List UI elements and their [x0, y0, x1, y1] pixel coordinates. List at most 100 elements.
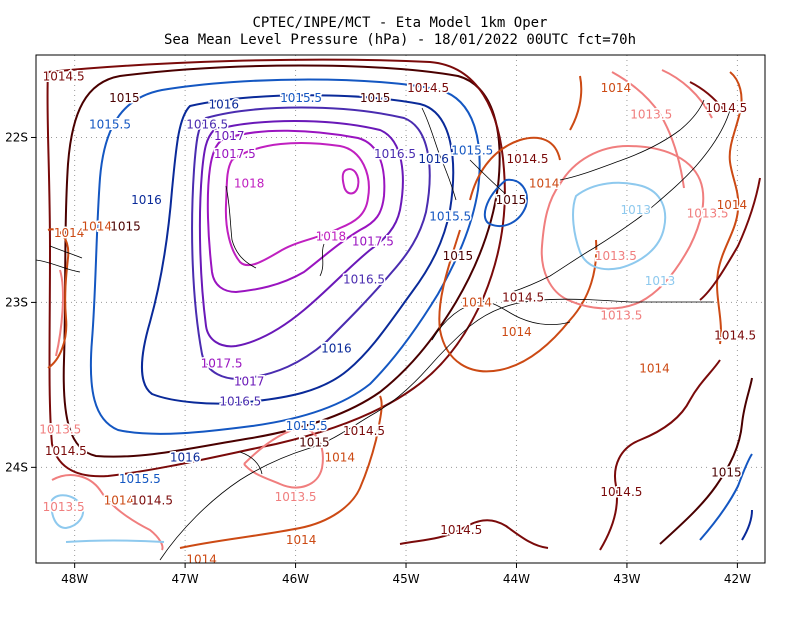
- contour-line-1014: [469, 136, 561, 201]
- contour-line-1013: [65, 539, 165, 543]
- y-tick-label: 24S: [5, 460, 28, 474]
- contour-line-1017: [198, 120, 404, 348]
- contour-line-1015: [62, 64, 501, 458]
- contour-label: 1015: [299, 436, 330, 450]
- contour-label: 1015.5: [119, 472, 161, 486]
- contour-label: 1013.5: [687, 206, 729, 220]
- contour-label: 1014: [324, 450, 355, 464]
- plot-frame: [35, 54, 766, 564]
- contour-label: 1014.5: [407, 81, 449, 95]
- y-tick-label: 23S: [5, 295, 28, 309]
- contour-label: 1015.5: [429, 210, 471, 224]
- coastline-segment: [49, 245, 83, 259]
- coastline: [35, 99, 731, 561]
- coastline-segment: [421, 107, 457, 201]
- x-tick-label: 47W: [172, 572, 199, 586]
- contour-label: 1014: [501, 325, 532, 339]
- contour-line-1016-5: [191, 106, 431, 380]
- contour-label: 1015: [443, 249, 474, 263]
- contour-label: 1013.5: [595, 249, 637, 263]
- x-tick-label: 45W: [392, 572, 419, 586]
- contour-label: 1015: [109, 91, 140, 105]
- contour-label: 1014.5: [43, 69, 85, 83]
- contour-label: 1014.5: [45, 444, 87, 458]
- coastline-segment: [225, 185, 257, 269]
- contour-line-1014: [47, 228, 70, 369]
- contour-label: 1016: [321, 342, 352, 356]
- chart-subtitle: Sea Mean Level Pressure (hPa) - 18/01/20…: [164, 32, 636, 48]
- contour-label: 1015: [711, 465, 742, 479]
- chart-title: CPTEC/INPE/MCT - Eta Model 1km Oper: [252, 15, 547, 31]
- contour-label: 1015.5: [286, 419, 328, 433]
- contour-line-1014: [179, 395, 383, 549]
- contour-label: 1013: [645, 274, 676, 288]
- coastline-segment: [319, 243, 325, 277]
- contour-line-1018: [341, 168, 360, 195]
- contour-label: 1014.5: [714, 328, 756, 342]
- contour-label: 1016.5: [219, 394, 261, 408]
- contour-line-1015-5: [483, 178, 528, 227]
- contour-line-1014-5: [46, 58, 506, 478]
- contour-label: 1014.5: [507, 152, 549, 166]
- contour-label: 1014.5: [600, 485, 642, 499]
- contour-label: 1014: [717, 198, 748, 212]
- contour-label: 1016: [208, 97, 239, 111]
- contour-line-1013: [50, 494, 84, 529]
- contour-label: 1014: [461, 295, 492, 309]
- coastline-segment: [469, 159, 509, 197]
- contour-label: 1015.5: [89, 117, 131, 131]
- contour-label: 1016.5: [374, 147, 416, 161]
- contour-label: 1017.5: [214, 147, 256, 161]
- contour-line-1016: [741, 509, 753, 541]
- contour-label: 1018: [234, 177, 265, 191]
- contour-line-1015-5: [89, 78, 481, 435]
- contour-label: 1014.5: [705, 101, 747, 115]
- coastline-segment: [239, 451, 263, 475]
- contour-label: 1014.5: [502, 290, 544, 304]
- contour-label: 1013.5: [600, 309, 642, 323]
- contour-label: 1014: [186, 553, 217, 567]
- contour-label: 1017: [234, 375, 265, 389]
- contour-line-1013-5: [661, 69, 713, 119]
- contour-line-1018: [224, 142, 370, 267]
- contour-label: 1014: [601, 81, 632, 95]
- contour-label: 1013.5: [43, 500, 85, 514]
- contour-label: 1015: [110, 220, 141, 234]
- contour-label: 1015: [360, 91, 391, 105]
- x-tick-label: 48W: [61, 572, 88, 586]
- contour-lines: [46, 58, 761, 551]
- contour-label: 1018: [316, 229, 347, 243]
- contour-label: 1014: [81, 220, 112, 234]
- contour-line-1014: [569, 75, 583, 131]
- coastline-segment: [559, 99, 705, 181]
- contour-line-1013-5: [243, 427, 324, 489]
- contour-line-1017-5: [206, 129, 386, 293]
- contour-label: 1014: [104, 493, 135, 507]
- contour-label: 1014.5: [131, 493, 173, 507]
- contour-line-1013: [572, 181, 667, 271]
- contour-label: 1016: [418, 152, 449, 166]
- coastline-segment: [159, 298, 714, 561]
- contour-line-1013-5: [611, 71, 685, 189]
- contour-line-1014: [716, 71, 743, 345]
- contour-label: 1014: [529, 177, 560, 191]
- coastline-segment: [35, 259, 81, 273]
- contour-line-1014-5: [689, 81, 725, 111]
- contour-label: 1015: [496, 193, 527, 207]
- contour-label: 1014: [639, 361, 670, 375]
- contour-label: 1016.5: [186, 117, 228, 131]
- contour-line-1013-5: [55, 269, 64, 357]
- contour-label: 1017.5: [201, 356, 243, 370]
- x-tick-label: 44W: [503, 572, 530, 586]
- x-tick-label: 46W: [282, 572, 309, 586]
- contour-line-1015-5: [699, 453, 753, 541]
- contour-label: 1014: [286, 533, 317, 547]
- contour-label: 1017: [214, 129, 245, 143]
- contour-label: 1015.5: [280, 91, 322, 105]
- y-tick-label: 22S: [5, 130, 28, 144]
- x-tick-label: 42W: [724, 572, 751, 586]
- contour-label: 1015.5: [451, 144, 493, 158]
- contour-line-1014-5: [699, 177, 761, 301]
- coastline-segment: [431, 301, 571, 341]
